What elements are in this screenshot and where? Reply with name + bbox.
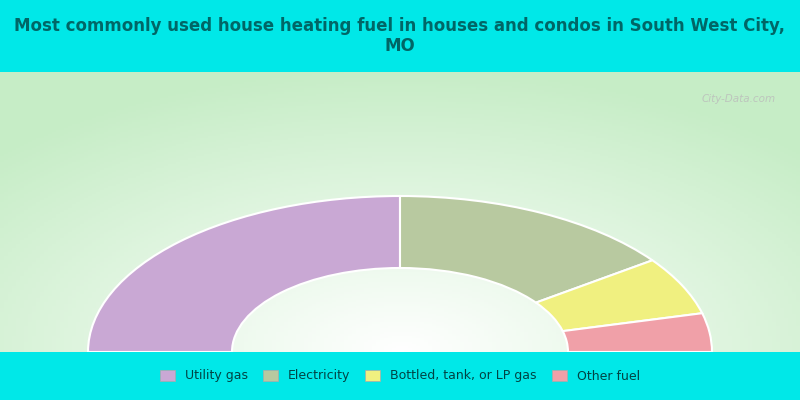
Wedge shape	[88, 196, 400, 352]
Wedge shape	[536, 260, 702, 331]
Legend: Utility gas, Electricity, Bottled, tank, or LP gas, Other fuel: Utility gas, Electricity, Bottled, tank,…	[160, 370, 640, 382]
Text: City-Data.com: City-Data.com	[702, 94, 776, 104]
Wedge shape	[400, 196, 653, 303]
Wedge shape	[562, 313, 712, 352]
Text: Most commonly used house heating fuel in houses and condos in South West City,
M: Most commonly used house heating fuel in…	[14, 17, 786, 55]
